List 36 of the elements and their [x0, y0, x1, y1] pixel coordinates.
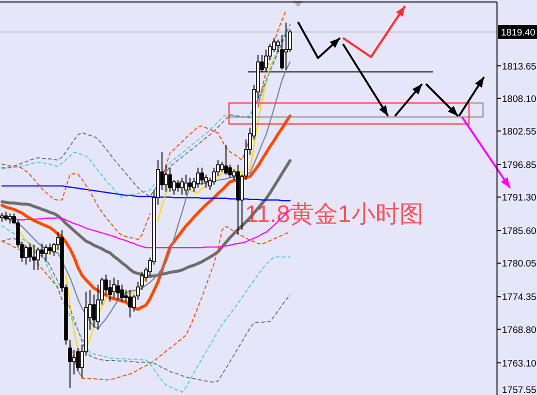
y-tick-label: 1802.55: [502, 126, 536, 138]
candlestick: [8, 213, 12, 224]
y-tick-label: 1785.60: [502, 226, 536, 238]
candlestick: [112, 277, 116, 298]
y-tick-label: 1796.85: [502, 160, 536, 171]
candlestick: [36, 247, 40, 270]
candlestick: [24, 245, 28, 266]
candlestick: [188, 177, 192, 191]
y-tick-label: 1808.10: [502, 94, 536, 105]
candlestick: [196, 167, 200, 188]
candlestick: [72, 349, 76, 376]
y-tick-label: 1780.05: [502, 258, 536, 270]
candlestick: [180, 177, 184, 196]
candlestick: [76, 348, 80, 372]
candlestick: [168, 167, 172, 192]
y-tick-label: 1757.55: [502, 385, 536, 395]
candlestick: [48, 243, 52, 256]
candlestick: [128, 289, 132, 318]
candlestick: [40, 243, 44, 258]
candlestick: [284, 22, 288, 70]
candlestick: [184, 174, 188, 196]
y-tick-label: 1813.65: [502, 61, 536, 72]
candlestick: [164, 164, 168, 192]
candlestick: [200, 167, 204, 186]
candlestick: [120, 284, 124, 302]
candlestick: [224, 144, 228, 176]
y-tick-label: 1763.10: [502, 358, 536, 370]
ref-line-label: 1819.40: [501, 27, 536, 38]
candlestick: [92, 294, 96, 328]
y-tick-label: 1774.35: [502, 292, 536, 304]
y-tick-label: 1768.80: [502, 324, 536, 336]
candlestick: [176, 180, 180, 192]
y-tick-label: 1791.30: [502, 192, 536, 204]
candlestick: [44, 244, 48, 262]
candlestick: [116, 279, 120, 300]
candlestick: [32, 244, 36, 270]
